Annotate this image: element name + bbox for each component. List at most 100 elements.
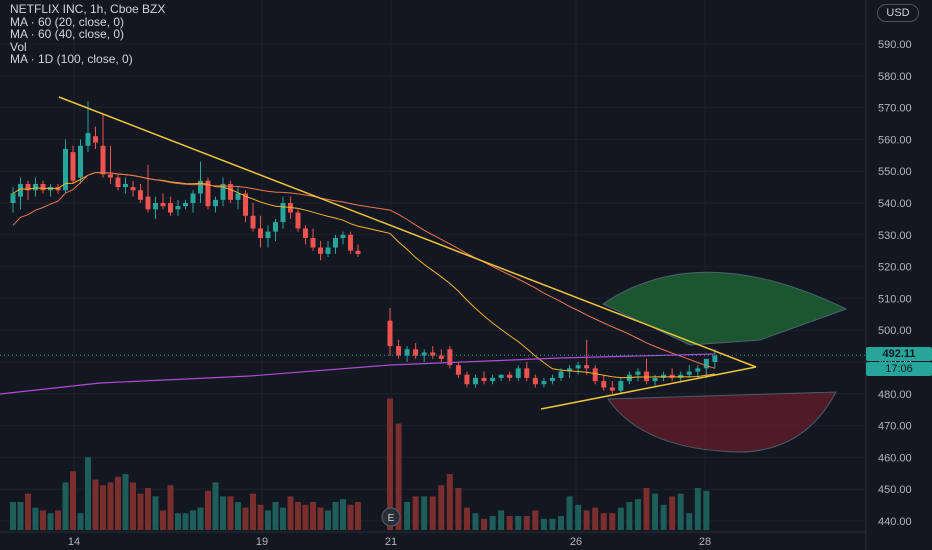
volume-bar (660, 504, 667, 530)
volume-bar (100, 485, 106, 530)
candle-body (652, 377, 658, 382)
candle-body (387, 320, 393, 347)
volume-bar (25, 493, 31, 530)
candle-body (108, 174, 113, 178)
volume-bar (355, 502, 361, 530)
candle-body (25, 183, 31, 191)
y-tick-label: 580.00 (878, 71, 912, 83)
volume-bar (227, 496, 234, 530)
candle-body (220, 183, 226, 200)
last-price-label: 492.11 (866, 347, 932, 361)
candle-body (464, 374, 470, 385)
candle-body (295, 212, 301, 229)
legend-ma-40[interactable]: MA · 60 (40, close, 0) (10, 27, 125, 41)
currency-button[interactable]: USD (877, 4, 919, 22)
volume-bar (115, 476, 121, 530)
y-tick-label: 440.00 (878, 516, 912, 528)
candle-body (635, 371, 641, 375)
candle-body (228, 183, 233, 200)
volume-bar (220, 496, 226, 530)
volume-bar (340, 499, 346, 530)
volume-bar (677, 493, 684, 530)
y-tick-label: 540.00 (878, 198, 912, 210)
volume-bar (634, 499, 641, 530)
volume-bar (347, 504, 354, 530)
candle-body (138, 190, 143, 200)
volume-bar (463, 507, 470, 530)
candle-body (584, 365, 590, 369)
candle-body (524, 368, 530, 378)
y-tick-label: 510.00 (878, 293, 912, 305)
candle-body (123, 183, 128, 188)
y-tick-label: 570.00 (878, 103, 912, 115)
y-tick-label: 560.00 (878, 134, 912, 146)
legend-ma-20[interactable]: MA · 60 (20, close, 0) (10, 14, 125, 29)
candle-body (243, 193, 248, 216)
volume-bar (669, 496, 676, 530)
candle-body (549, 377, 555, 382)
x-tick-label: 21 (385, 536, 397, 548)
candle-body (325, 247, 331, 254)
legend-volume[interactable]: Vol (10, 39, 27, 54)
earnings-marker-icon (381, 507, 401, 527)
candle-body (601, 381, 607, 388)
candle-body (70, 152, 76, 181)
candle-body (712, 355, 718, 362)
volume-bar (272, 502, 279, 530)
volume-bar (197, 507, 204, 530)
volume-bar (600, 513, 607, 530)
y-tick-label: 530.00 (878, 230, 912, 242)
target-down-zone (607, 391, 837, 453)
candle-body (145, 196, 151, 210)
volume-bar (257, 504, 264, 530)
volume-bar (325, 510, 331, 530)
candle-body (473, 377, 478, 385)
volume-bar (85, 457, 91, 530)
ma-40-line (12, 171, 716, 369)
candle-body (618, 381, 624, 391)
candle-body (404, 349, 410, 356)
candle-body (265, 231, 271, 238)
candle-body (609, 387, 615, 391)
legend-ma-100d[interactable]: MA · 1D (100, close, 0) (10, 52, 133, 66)
volume-bar (287, 496, 294, 530)
volume-bar (446, 474, 453, 530)
trendline-upper (58, 96, 757, 368)
volume-bar (212, 482, 219, 530)
candle-body (686, 371, 692, 375)
volume-bar (694, 488, 701, 530)
volume-bar (107, 482, 114, 530)
x-tick-label: 19 (256, 536, 268, 548)
candle-body (592, 368, 598, 382)
y-tick-label: 460.00 (878, 452, 912, 464)
volume-bar (62, 482, 69, 530)
candle-body (205, 180, 211, 207)
volume-bar (167, 485, 174, 530)
trendline-lower (540, 366, 757, 410)
volume-bar (17, 502, 24, 530)
candle-body (490, 377, 496, 382)
volume-bar (412, 496, 419, 530)
x-tick-label: 28 (699, 536, 711, 548)
volume-bar (130, 482, 136, 530)
y-tick-label: 550.00 (878, 166, 912, 178)
candle-body (340, 234, 346, 238)
candle-body (515, 368, 521, 378)
y-tick-label: 500.00 (878, 325, 912, 337)
volume-bar (703, 490, 710, 530)
candle-body (310, 237, 316, 248)
volume-bar (558, 516, 564, 530)
candle-body (421, 352, 427, 356)
candle-body (235, 193, 241, 200)
volume-bar (455, 488, 462, 530)
volume-bar (489, 516, 496, 530)
volume-bar (566, 496, 573, 530)
volume-bar (395, 423, 402, 530)
volume-bar (498, 510, 505, 530)
candle-body (303, 228, 308, 238)
legend-symbol[interactable]: NETFLIX INC, 1h, Cboe BZX (10, 2, 166, 16)
candle-body (355, 250, 361, 254)
volume-bar (10, 502, 16, 530)
candle-body (481, 377, 487, 382)
